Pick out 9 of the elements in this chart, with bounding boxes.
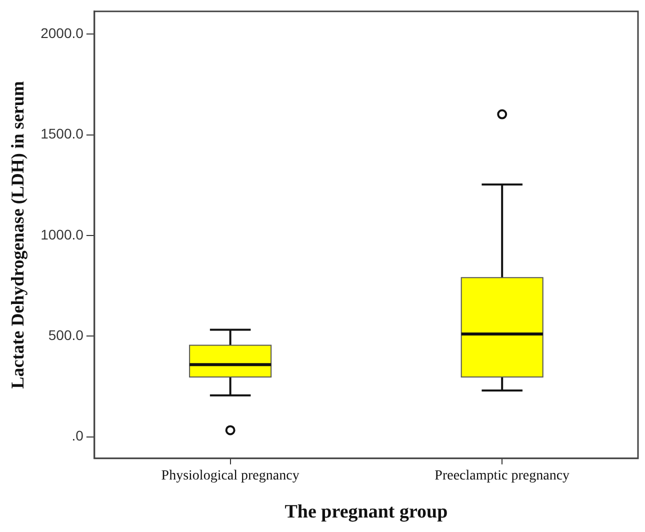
x-tick-label: Preeclamptic pregnancy bbox=[434, 468, 570, 484]
y-tick-label: 2000.0 bbox=[40, 25, 84, 42]
y-tick-label: .0 bbox=[72, 428, 84, 444]
x-axis-title: The pregnant group bbox=[284, 502, 448, 523]
y-axis-title: Lactate Dehydrogenase (LDH) in serum bbox=[7, 81, 28, 389]
y-tick-label: 1000.0 bbox=[40, 226, 84, 242]
y-tick-label: 500.0 bbox=[48, 327, 84, 344]
x-tick-label: Physiological pregnancy bbox=[161, 468, 300, 484]
y-tick-label: 1500.0 bbox=[40, 126, 84, 142]
